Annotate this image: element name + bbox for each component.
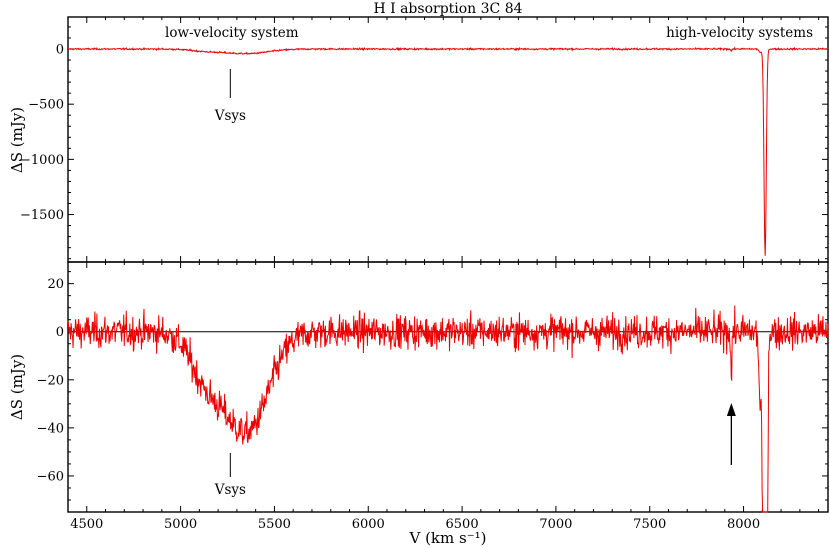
y-tick-label: −60: [37, 469, 64, 484]
y-tick-label: 20: [47, 277, 64, 292]
y-tick-label: −40: [37, 421, 64, 436]
top-y-axis-label: ΔS (mJy): [8, 107, 26, 173]
x-tick-label: 7000: [539, 517, 572, 532]
bottom-vsys-label: Vsys: [214, 482, 246, 498]
bottom-y-axis: 20 0 −20 −40 −60: [37, 271, 828, 513]
low-velocity-label: low-velocity system: [165, 25, 299, 41]
narrow-line-arrow: [726, 403, 736, 465]
x-tick-label: 7500: [633, 517, 666, 532]
top-vsys-label: Vsys: [214, 108, 246, 124]
bottom-y-axis-label: ΔS (mJy): [8, 354, 26, 420]
bottom-panel: 20 0 −20 −40 −60 4500 5000 5500 6000 6500 7000 750…: [8, 261, 829, 547]
y-tick-label: 0: [56, 325, 64, 340]
top-spectrum-line: [67, 46, 829, 256]
top-y-axis: 0 −500 −1000 −1500: [20, 26, 828, 260]
x-tick-label: 6500: [446, 517, 479, 532]
x-tick-label: 6000: [352, 517, 385, 532]
chart-title: H I absorption 3C 84: [373, 1, 522, 17]
top-x-ticks: [67, 17, 820, 262]
x-tick-label: 4500: [70, 517, 103, 532]
y-tick-label: −1000: [20, 153, 64, 168]
bottom-plot-frame: [67, 261, 829, 513]
x-tick-label: 5000: [164, 517, 197, 532]
y-tick-label: −20: [37, 373, 64, 388]
high-velocity-label: high-velocity systems: [666, 25, 813, 41]
y-tick-label: 0: [56, 43, 64, 58]
top-plot-frame: [67, 16, 829, 263]
y-tick-label: −1500: [20, 208, 64, 223]
x-tick-label: 8000: [727, 517, 760, 532]
arrow-head: [726, 403, 736, 416]
y-tick-label: −500: [28, 98, 64, 113]
bottom-x-axis: 4500 5000 5500 6000 6500 7000 7500 8000: [67, 262, 820, 532]
x-tick-label: 5500: [258, 517, 291, 532]
top-panel: 0 −500 −1000 −1500 ΔS (mJy) low-velocity sy…: [8, 16, 829, 263]
bottom-spectrum-line: [67, 305, 829, 513]
x-axis-label: V (km s⁻¹): [408, 529, 486, 547]
